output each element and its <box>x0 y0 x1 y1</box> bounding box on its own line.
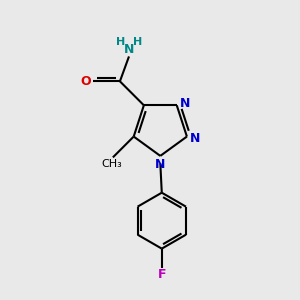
Text: N: N <box>155 158 166 171</box>
Text: CH₃: CH₃ <box>101 159 122 169</box>
Text: O: O <box>80 75 91 88</box>
Text: N: N <box>180 97 190 110</box>
Text: N: N <box>190 131 200 145</box>
Text: N: N <box>124 43 134 56</box>
Text: H: H <box>116 37 125 47</box>
Text: F: F <box>158 268 166 281</box>
Text: H: H <box>133 37 142 47</box>
